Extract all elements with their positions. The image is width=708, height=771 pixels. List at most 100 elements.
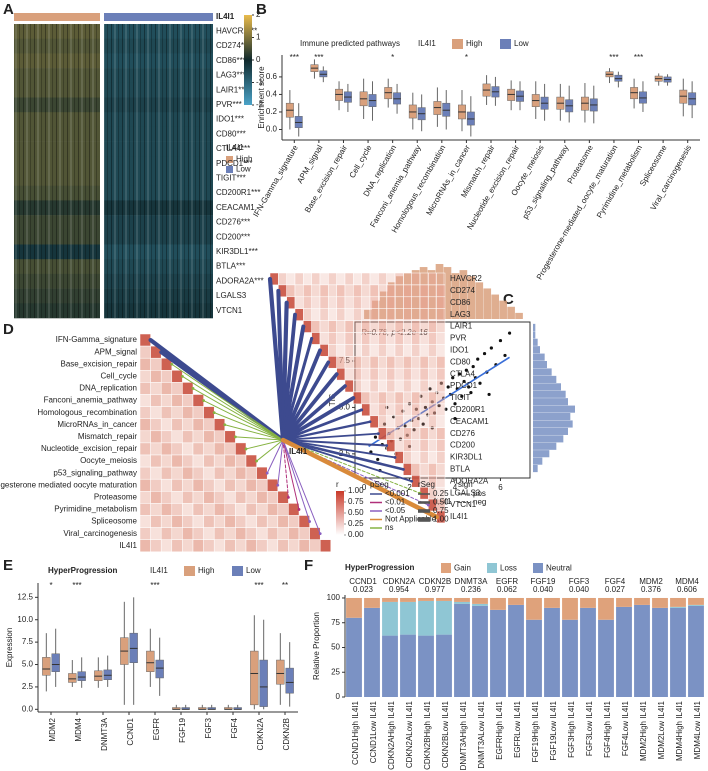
- bar-segment: [382, 597, 398, 602]
- link-end: [376, 432, 380, 436]
- corr-cell: [369, 344, 379, 357]
- chart-title: HyperProgression: [48, 566, 117, 575]
- corr-cell: [394, 320, 404, 333]
- corr-cell: [428, 272, 437, 286]
- link: [281, 384, 347, 442]
- legend-swatch: [441, 563, 451, 573]
- row-label: CEACAM1: [216, 203, 255, 212]
- corr-cell: [353, 344, 362, 357]
- x-tick-label: MDM4High IL4I1: [675, 700, 684, 761]
- hist-bar: [533, 368, 552, 376]
- legend-title: HyperProgression: [345, 563, 414, 572]
- corr-cell: [192, 527, 204, 540]
- corr-cell: [378, 332, 387, 345]
- corr-cell: [171, 491, 183, 504]
- point: [403, 424, 407, 428]
- link-end: [170, 362, 174, 366]
- corr-cell: [344, 308, 354, 321]
- corr-cell: [394, 379, 404, 393]
- legend-swatch: [232, 566, 243, 576]
- corr-cell: [386, 379, 396, 393]
- group-label: FGF3: [569, 577, 590, 586]
- corr-cell: [428, 367, 437, 381]
- corr-cell: [411, 308, 421, 321]
- point: [453, 416, 457, 421]
- pathway-label: Mismatch_repair: [78, 432, 137, 441]
- corr-cell: [369, 367, 379, 381]
- bar-segment: [598, 597, 614, 620]
- corr-cell: [378, 344, 387, 357]
- corr-cell: [378, 308, 387, 321]
- corr-cell: [328, 320, 337, 333]
- link-end: [360, 408, 364, 412]
- gene-label: CEACAM1: [450, 417, 489, 426]
- link-end: [385, 444, 389, 447]
- corr-cell: [235, 466, 247, 480]
- p-value: 0.027: [605, 585, 626, 594]
- corr-cell: [160, 406, 173, 419]
- legend-swatch: [452, 39, 463, 49]
- corr-cell: [224, 491, 236, 504]
- y-axis-label: Enrichment score: [257, 66, 266, 129]
- y-tick-label: 7.5: [22, 637, 34, 646]
- x-tick-label: FGF3: [204, 717, 213, 738]
- corr-cell: [182, 466, 194, 480]
- corr-cell: [224, 515, 236, 528]
- pathway-label: Oocyte_meiosis: [80, 456, 137, 465]
- legend-label: Low: [514, 39, 529, 48]
- p-value: 0.023: [353, 585, 374, 594]
- link: [256, 439, 284, 462]
- link-end: [318, 532, 322, 536]
- corr-cell: [378, 356, 387, 369]
- corr-cell: [403, 367, 412, 381]
- pathway-label: Spliceosome: [91, 517, 137, 526]
- y-tick-label: 12.5: [17, 592, 33, 601]
- row-label: ADORA2A***: [216, 276, 264, 285]
- pathway-label: Pyrimidine_metabolism: [54, 505, 137, 514]
- corr-cell: [288, 503, 300, 516]
- corr-cell: [224, 442, 236, 456]
- corr-cell: [378, 367, 387, 381]
- link: [281, 348, 322, 442]
- link-end: [181, 374, 184, 378]
- hist-bar: [443, 267, 452, 319]
- bar-segment: [580, 597, 596, 608]
- corr-cell: [344, 332, 354, 345]
- gene-label: CD80: [450, 357, 471, 366]
- box: [285, 667, 294, 694]
- legend-title: IL4I1: [418, 39, 436, 48]
- legend-label: Low: [236, 165, 251, 174]
- corr-cell: [203, 527, 215, 540]
- corr-cell: [213, 503, 226, 516]
- corr-cell: [419, 308, 429, 321]
- point: [507, 331, 512, 335]
- corr-cell: [171, 382, 183, 395]
- x-tick-label: CCND1: [126, 717, 135, 745]
- link-end: [268, 277, 272, 281]
- corr-cell: [277, 503, 289, 516]
- corr-cell: [403, 379, 412, 393]
- corr-cell: [288, 527, 300, 540]
- corr-cell: [139, 503, 151, 516]
- corr-cell: [353, 308, 362, 321]
- legend-label: Low: [246, 566, 261, 575]
- hist-bar: [475, 282, 484, 319]
- hist-bar: [533, 442, 557, 450]
- point: [376, 457, 380, 462]
- legend-label: High: [236, 155, 252, 164]
- x-tick-label: IFN-Gamma_signature: [251, 143, 300, 218]
- link-end: [276, 483, 280, 487]
- x-tick-label: DNMT3A: [100, 717, 109, 751]
- corr-cell: [213, 442, 226, 456]
- corr-cell: [386, 320, 396, 333]
- hist-bar: [533, 346, 540, 354]
- colorbar-label: 0: [256, 55, 261, 64]
- y-tick-label: 75: [331, 618, 340, 627]
- corr-cell: [428, 379, 437, 393]
- corr-cell: [411, 439, 421, 452]
- y-tick-label: 5.0: [339, 403, 351, 412]
- corr-cell: [411, 403, 421, 417]
- colorbar: [244, 15, 252, 105]
- legend-label: High: [466, 39, 482, 48]
- corr-cell: [160, 454, 173, 468]
